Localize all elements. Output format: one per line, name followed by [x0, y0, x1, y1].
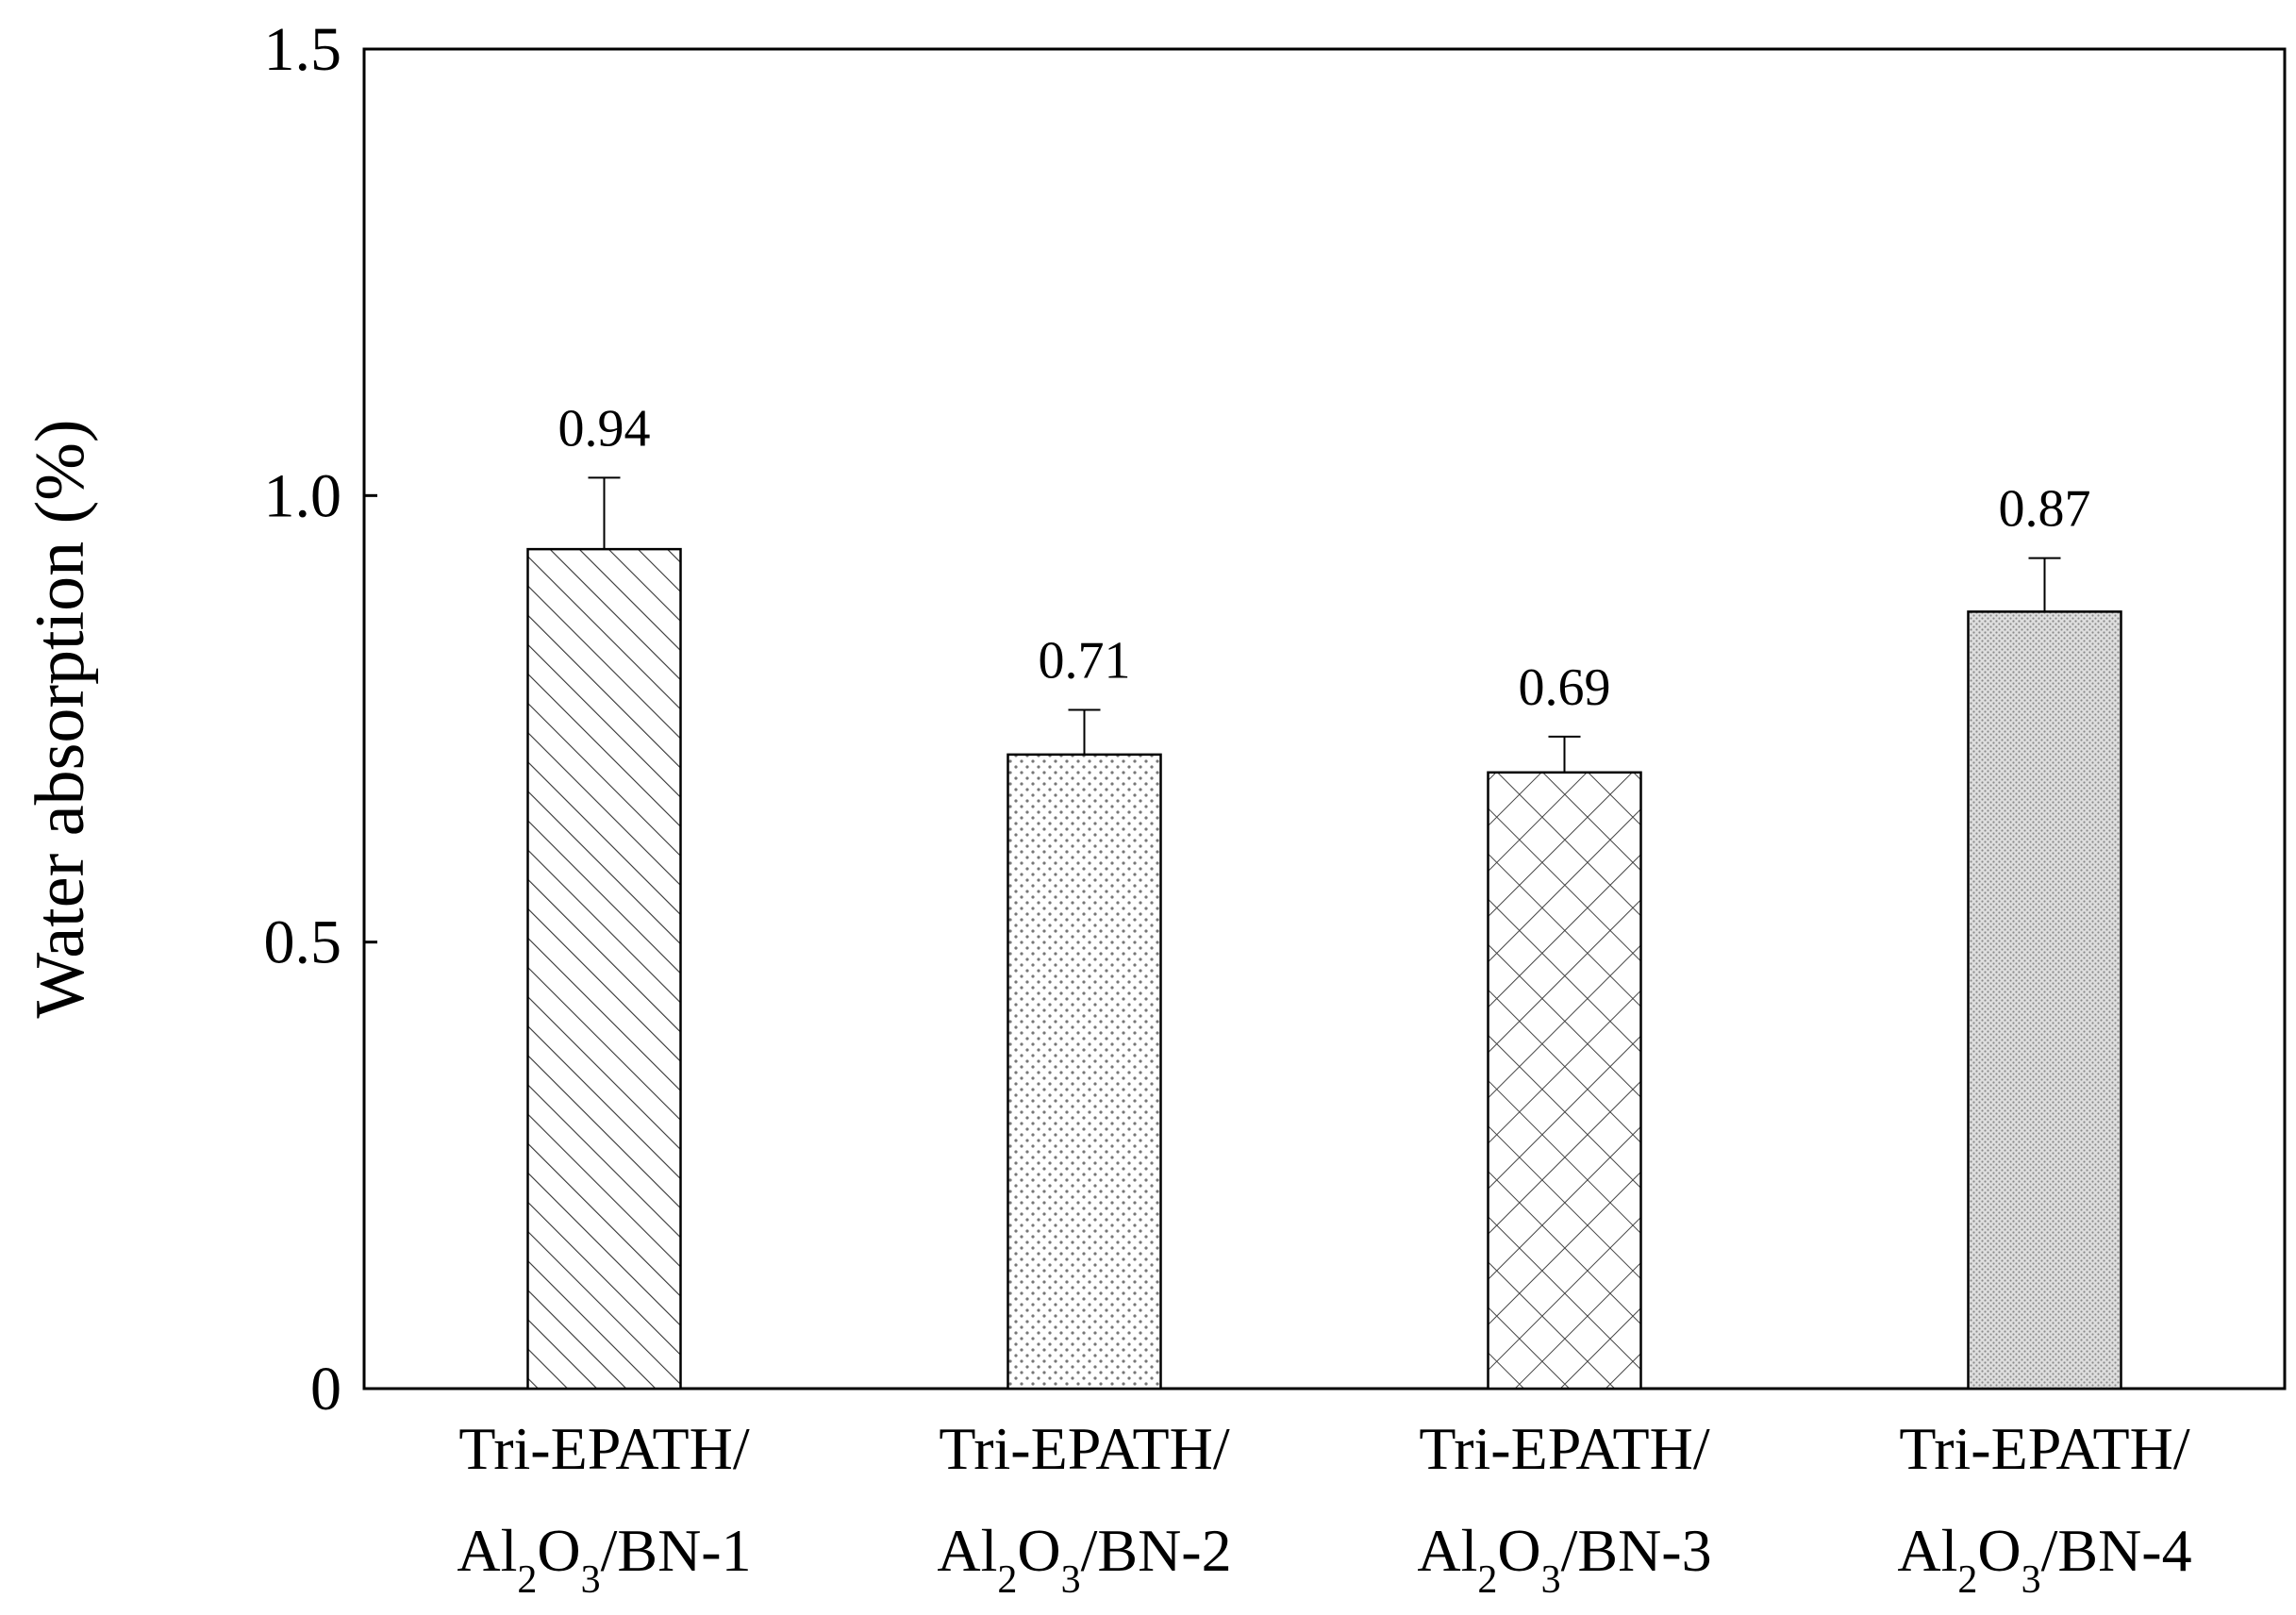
plot-frame — [362, 47, 2287, 1390]
error-bars — [588, 476, 2061, 773]
x-tick-label-line1: Tri-EPATH/ — [939, 1415, 1230, 1482]
y-axis-ticks: 0 0.5 1.0 1.5 — [264, 15, 377, 1424]
x-tick-label-line1: Tri-EPATH/ — [458, 1415, 750, 1482]
y-axis-title: Water absorption (%) — [22, 419, 99, 1018]
value-label-1: 0.94 — [558, 399, 651, 458]
x-tick-label-line2: Al2O3/BN-3 — [1417, 1517, 1711, 1602]
y-tick-label: 1.5 — [264, 15, 342, 84]
x-axis-category-labels: Tri-EPATH/Al2O3/BN-1 Tri-EPATH/Al2O3/BN-2… — [457, 1415, 2191, 1602]
bars — [526, 547, 2122, 1390]
value-label-4: 0.87 — [1999, 480, 2091, 539]
y-tick-label: 0 — [310, 1355, 341, 1424]
y-tick-label: 0.5 — [264, 908, 342, 977]
bar-3 — [1487, 771, 1642, 1390]
bar-2 — [1007, 753, 1162, 1390]
bar-4 — [1967, 610, 2122, 1390]
bar-1 — [526, 547, 682, 1390]
value-label-2: 0.71 — [1039, 632, 1131, 691]
x-tick-label-line1: Tri-EPATH/ — [1419, 1415, 1710, 1482]
x-tick-label-line2: Al2O3/BN-1 — [457, 1517, 751, 1602]
value-label-3: 0.69 — [1519, 658, 1611, 717]
x-tick-label-line1: Tri-EPATH/ — [1899, 1415, 2190, 1482]
x-tick-label-line2: Al2O3/BN-2 — [937, 1517, 1231, 1602]
value-labels: 0.94 0.71 0.69 0.87 — [558, 399, 2091, 717]
y-tick-label: 1.0 — [264, 461, 342, 530]
x-tick-label-line2: Al2O3/BN-4 — [1897, 1517, 2191, 1602]
